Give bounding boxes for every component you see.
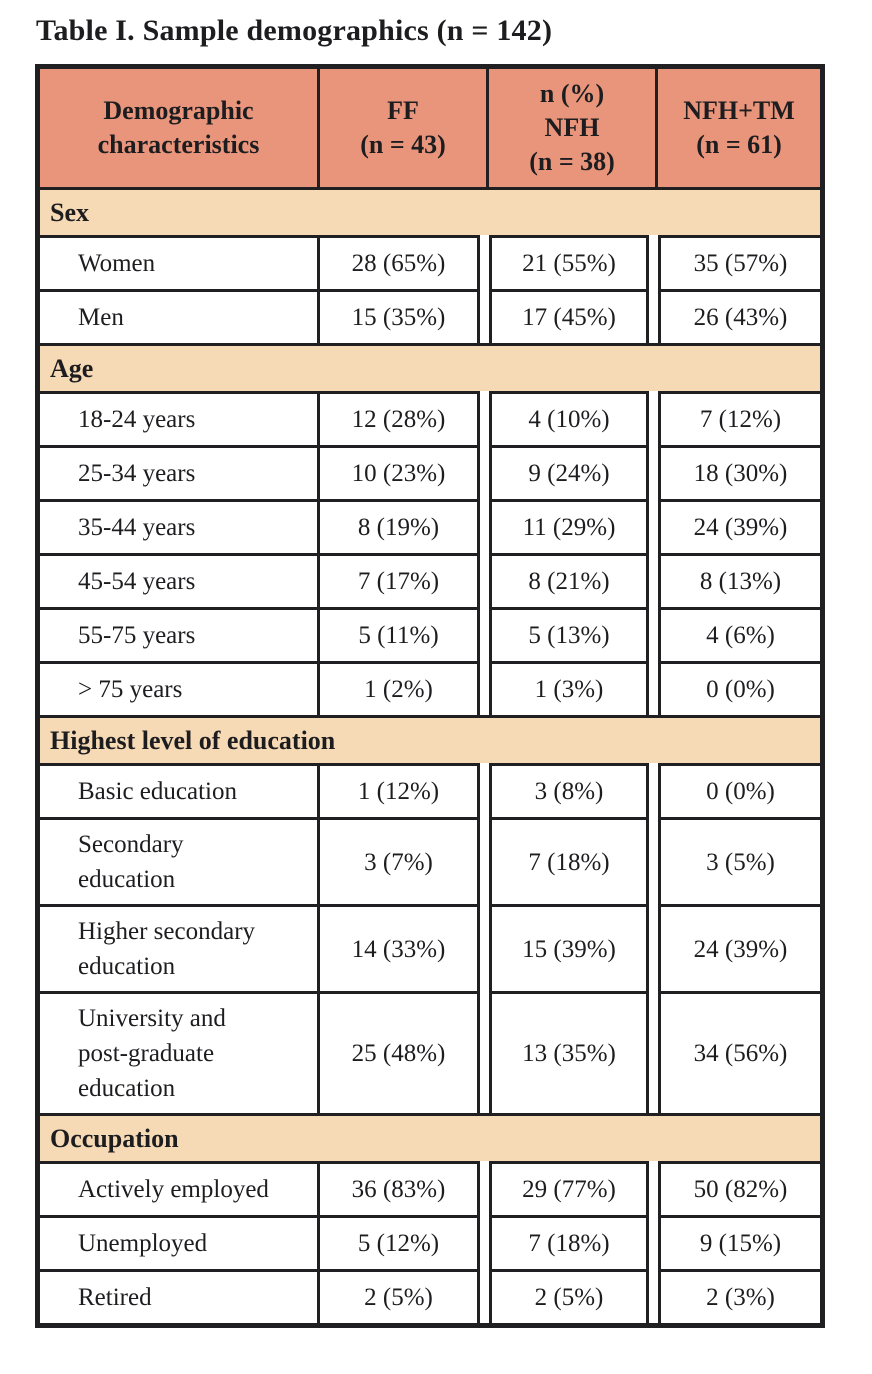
row-label-cell: Women: [40, 235, 320, 289]
value-cell: 8 (21%): [489, 553, 649, 607]
value-cell: 15 (39%): [489, 904, 649, 991]
row-label-cell: Secondary education: [40, 817, 320, 904]
value-cell: 24 (39%): [658, 499, 820, 553]
value-cell: 5 (13%): [489, 607, 649, 661]
value-cell: 3 (7%): [320, 817, 480, 904]
value-cell: 10 (23%): [320, 445, 480, 499]
value-cell: 1 (12%): [320, 763, 480, 817]
row-label-cell: Unemployed: [40, 1215, 320, 1269]
value-cell: 12 (28%): [320, 391, 480, 445]
value-cell: 34 (56%): [658, 991, 820, 1113]
value-cell: 29 (77%): [489, 1161, 649, 1215]
row-label-cell: > 75 years: [40, 661, 320, 715]
demographics-table: Demographic characteristics FF (n = 43) n …: [35, 64, 825, 1328]
value-cell: 5 (11%): [320, 607, 480, 661]
value-cell: 35 (57%): [658, 235, 820, 289]
value-cell: 13 (35%): [489, 991, 649, 1113]
value-cell: 25 (48%): [320, 991, 480, 1113]
value-cell: 26 (43%): [658, 289, 820, 343]
value-cell: 1 (3%): [489, 661, 649, 715]
row-label-cell: Men: [40, 289, 320, 343]
value-cell: 28 (65%): [320, 235, 480, 289]
value-cell: 3 (8%): [489, 763, 649, 817]
section-header-cell: Occupation: [40, 1113, 820, 1161]
row-label-cell: University and post-graduate education: [40, 991, 320, 1113]
row-label-cell: 18-24 years: [40, 391, 320, 445]
row-label-cell: Higher secondary education: [40, 904, 320, 991]
section-header-cell: Age: [40, 343, 820, 391]
value-cell: 8 (19%): [320, 499, 480, 553]
section-header-cell: Highest level of education: [40, 715, 820, 763]
value-cell: 7 (18%): [489, 1215, 649, 1269]
value-cell: 3 (5%): [658, 817, 820, 904]
column-header-cell: FF (n = 43): [320, 69, 489, 187]
column-header-cell: n (%) NFH (n = 38): [489, 69, 658, 187]
value-cell: 4 (6%): [658, 607, 820, 661]
row-label-cell: Retired: [40, 1269, 320, 1323]
value-cell: 7 (18%): [489, 817, 649, 904]
value-cell: 24 (39%): [658, 904, 820, 991]
row-label-cell: Actively employed: [40, 1161, 320, 1215]
value-cell: 18 (30%): [658, 445, 820, 499]
value-cell: 1 (2%): [320, 661, 480, 715]
value-cell: 14 (33%): [320, 904, 480, 991]
value-cell: 36 (83%): [320, 1161, 480, 1215]
value-cell: 2 (5%): [320, 1269, 480, 1323]
value-cell: 7 (17%): [320, 553, 480, 607]
column-header-cell: Demographic characteristics: [40, 69, 320, 187]
row-label-cell: 25-34 years: [40, 445, 320, 499]
row-label-cell: 55-75 years: [40, 607, 320, 661]
value-cell: 9 (24%): [489, 445, 649, 499]
value-cell: 4 (10%): [489, 391, 649, 445]
value-cell: 9 (15%): [658, 1215, 820, 1269]
value-cell: 50 (82%): [658, 1161, 820, 1215]
value-cell: 0 (0%): [658, 763, 820, 817]
row-label-cell: 35-44 years: [40, 499, 320, 553]
row-label-cell: Basic education: [40, 763, 320, 817]
table-title: Table I. Sample demographics (n = 142): [36, 14, 553, 47]
section-header-cell: Sex: [40, 187, 820, 235]
value-cell: 5 (12%): [320, 1215, 480, 1269]
value-cell: 17 (45%): [489, 289, 649, 343]
value-cell: 8 (13%): [658, 553, 820, 607]
value-cell: 7 (12%): [658, 391, 820, 445]
value-cell: 21 (55%): [489, 235, 649, 289]
row-label-cell: 45-54 years: [40, 553, 320, 607]
value-cell: 11 (29%): [489, 499, 649, 553]
value-cell: 0 (0%): [658, 661, 820, 715]
value-cell: 2 (5%): [489, 1269, 649, 1323]
column-header-cell: NFH+TM (n = 61): [658, 69, 820, 187]
value-cell: 2 (3%): [658, 1269, 820, 1323]
value-cell: 15 (35%): [320, 289, 480, 343]
